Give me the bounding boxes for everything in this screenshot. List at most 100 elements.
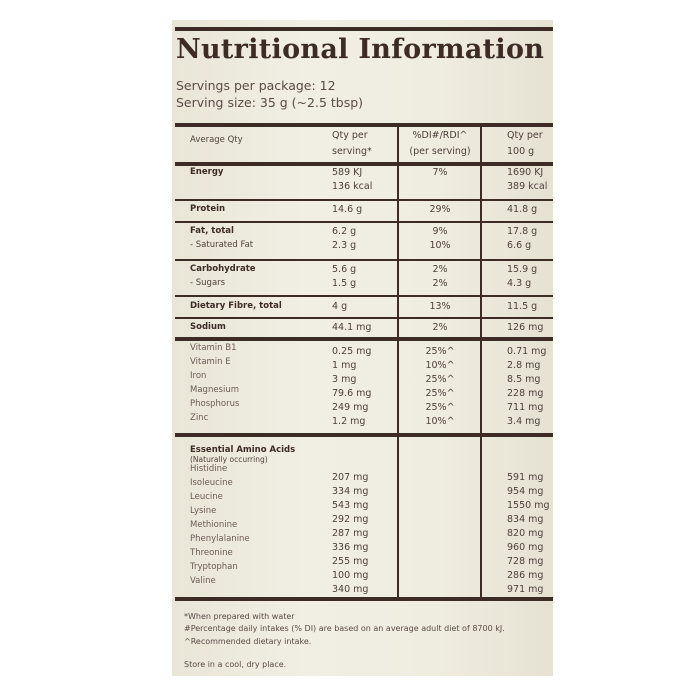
qty-per-serving: 79.6 mg [332, 388, 372, 399]
qty-per-serving: 1 mg [332, 360, 357, 371]
qty-per-serving: 287 mg [332, 528, 369, 539]
qty-per-100g: 971 mg [507, 584, 544, 595]
qty-per-serving: 14.6 g [332, 204, 363, 215]
percent-di: 2% [432, 278, 448, 289]
vitamin-label: Vitamin E [190, 357, 231, 367]
row-rule [175, 317, 553, 319]
amino-subheading: (Naturally occurring) [190, 455, 268, 464]
qty-per-100g: 126 mg [507, 322, 544, 333]
amino-label: Lysine [190, 506, 217, 516]
servings-per-package: Servings per package: 12 [176, 78, 336, 93]
amino-label: Methionine [190, 520, 238, 530]
row-rule [175, 295, 553, 297]
qty-per-100g: 41.8 g [507, 204, 538, 215]
vitamin-label: Zinc [190, 413, 209, 423]
percent-di: 2% [432, 322, 448, 333]
qty-per-100g: 834 mg [507, 514, 544, 525]
page-title: Nutritional Information [176, 34, 545, 65]
row-rule [175, 337, 553, 341]
qty-per-serving: 136 kcal [332, 181, 373, 192]
nutrient-sub-label: - Sugars [190, 278, 226, 288]
qty-per-serving: 249 mg [332, 402, 369, 413]
vitamin-label: Phosphorus [190, 399, 240, 409]
qty-per-100g: 11.5 g [507, 301, 538, 312]
column-divider [397, 124, 399, 600]
qty-per-100g: 3.4 mg [507, 416, 541, 427]
qty-per-100g: 1550 mg [507, 500, 550, 511]
qty-per-100g: 17.8 g [507, 226, 538, 237]
qty-per-100g: 6.6 g [507, 240, 532, 251]
qty-per-100g: 820 mg [507, 528, 544, 539]
row-rule [175, 433, 553, 437]
header-line: serving* [332, 146, 372, 157]
amino-label: Phenylalanine [190, 534, 250, 544]
percent-rdi: 10%^ [425, 416, 455, 427]
qty-per-serving: 0.25 mg [332, 346, 372, 357]
qty-per-100g: 389 kcal [507, 181, 548, 192]
qty-per-serving: 6.2 g [332, 226, 357, 237]
header-di-rdi: %DI#/RDI^ (per serving) [400, 128, 480, 160]
qty-per-100g: 4.3 g [507, 278, 532, 289]
percent-rdi: 25%^ [425, 346, 455, 357]
qty-per-100g: 1690 KJ [507, 167, 544, 178]
top-rule [175, 27, 553, 31]
percent-di: 13% [429, 301, 451, 312]
qty-per-serving: 334 mg [332, 486, 369, 497]
qty-per-100g: 228 mg [507, 388, 544, 399]
percent-rdi: 25%^ [425, 402, 455, 413]
header-line: Qty per [507, 130, 543, 141]
amino-label: Isoleucine [190, 478, 233, 488]
qty-per-serving: 336 mg [332, 542, 369, 553]
table-top-rule [175, 123, 553, 127]
amino-label: Tryptophan [190, 562, 238, 572]
header-qty-per-serving: Qty per serving* [332, 128, 372, 160]
qty-per-100g: 0.71 mg [507, 346, 547, 357]
qty-per-100g: 728 mg [507, 556, 544, 567]
percent-di: 7% [432, 167, 448, 178]
qty-per-100g: 954 mg [507, 486, 544, 497]
label-panel [172, 20, 553, 676]
qty-per-100g: 711 mg [507, 402, 544, 413]
amino-label: Valine [190, 576, 216, 586]
amino-label: Threonine [190, 548, 233, 558]
qty-per-serving: 44.1 mg [332, 322, 372, 333]
header-average-qty: Average Qty [190, 135, 243, 145]
qty-per-serving: 4 g [332, 301, 348, 312]
qty-per-serving: 543 mg [332, 500, 369, 511]
qty-per-serving: 5.6 g [332, 264, 357, 275]
amino-label: Leucine [190, 492, 223, 502]
row-rule [175, 199, 553, 201]
nutrient-sub-label: - Saturated Fat [190, 240, 254, 250]
header-line: Qty per [332, 130, 368, 141]
qty-per-serving: 1.5 g [332, 278, 357, 289]
column-divider [480, 124, 482, 600]
nutrient-label: Carbohydrate [190, 264, 256, 274]
qty-per-100g: 15.9 g [507, 264, 538, 275]
header-line: (per serving) [409, 146, 471, 157]
qty-per-serving: 1.2 mg [332, 416, 366, 427]
qty-per-100g: 2.8 mg [507, 360, 541, 371]
percent-di: 2% [432, 264, 448, 275]
vitamin-label: Vitamin B1 [190, 343, 237, 353]
qty-per-serving: 589 KJ [332, 167, 363, 178]
percent-rdi: 10%^ [425, 360, 455, 371]
nutrient-label: Fat, total [190, 226, 234, 236]
storage-note: Store in a cool, dry place. [184, 660, 287, 669]
vitamin-label: Iron [190, 371, 207, 381]
nutrient-label: Protein [190, 204, 226, 214]
amino-heading: Essential Amino Acids [190, 445, 296, 455]
qty-per-serving: 255 mg [332, 556, 369, 567]
footnote: ^Recommended dietary intake. [184, 637, 312, 646]
qty-per-100g: 960 mg [507, 542, 544, 553]
footnote: *When prepared with water [184, 612, 295, 621]
nutrient-label: Sodium [190, 322, 226, 332]
qty-per-serving: 207 mg [332, 472, 369, 483]
qty-per-100g: 286 mg [507, 570, 544, 581]
nutrient-label: Energy [190, 167, 224, 177]
qty-per-serving: 100 mg [332, 570, 369, 581]
row-rule [175, 162, 553, 166]
amino-label: Histidine [190, 464, 228, 474]
qty-per-serving: 340 mg [332, 584, 369, 595]
nutrient-label: Dietary Fibre, total [190, 301, 282, 311]
row-rule [175, 259, 553, 261]
